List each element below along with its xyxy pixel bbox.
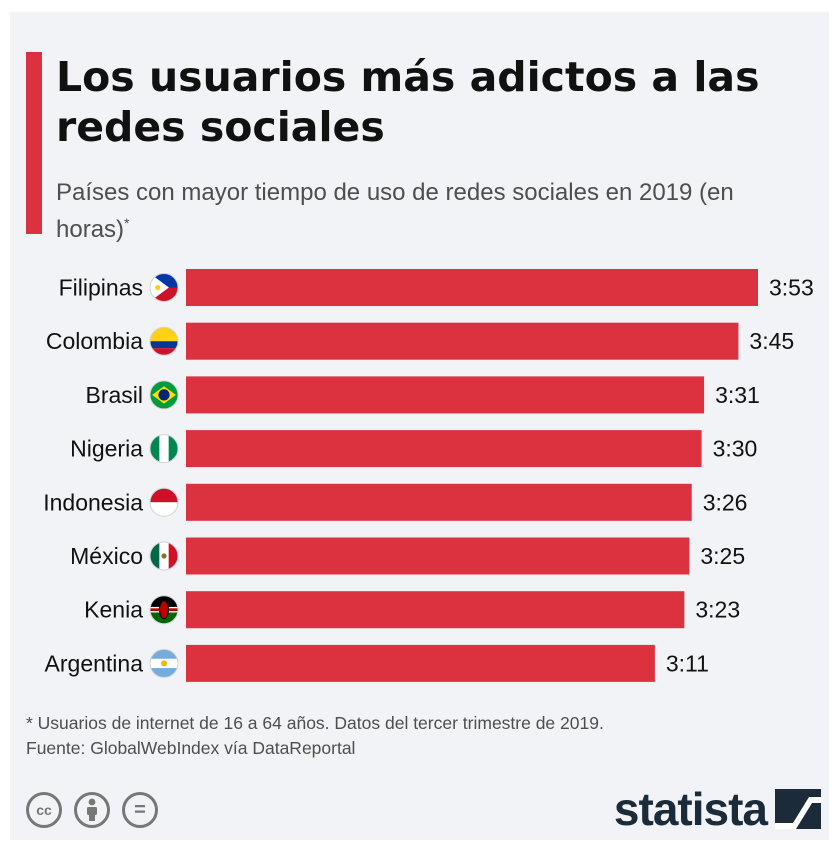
chart-subtitle: Países con mayor tiempo de uso de redes … xyxy=(56,177,756,245)
bar-chart: Filipinas 3:53 Colombia 3:45 Brasil 3:31 Niger… xyxy=(43,269,814,682)
value-label: 3:23 xyxy=(695,597,740,623)
attribution-icon[interactable] xyxy=(74,792,110,828)
category-label: Indonesia xyxy=(43,489,143,515)
person-icon xyxy=(87,798,97,821)
value-label: 3:30 xyxy=(713,436,758,462)
category-label: Argentina xyxy=(45,650,144,676)
mexico-flag-icon xyxy=(149,541,179,571)
chart-title: Los usuarios más adictos a las redes soc… xyxy=(56,53,760,151)
bar xyxy=(186,483,692,521)
cc-icon[interactable]: cc xyxy=(26,792,62,828)
colombia-flag-icon xyxy=(149,326,179,356)
no-derivatives-icon[interactable]: = xyxy=(122,792,158,828)
category-label: Filipinas xyxy=(59,275,143,301)
bar xyxy=(186,376,705,414)
argentina-flag-icon xyxy=(149,648,179,678)
indonesia-flag-icon xyxy=(149,487,179,517)
footnote: * Usuarios de internet de 16 a 64 años. … xyxy=(26,711,604,761)
brazil-flag-icon xyxy=(149,380,179,410)
brand-name: statista xyxy=(613,783,768,835)
philippines-flag-icon xyxy=(149,273,179,302)
category-label: Colombia xyxy=(46,328,143,354)
bar xyxy=(186,322,739,360)
value-label: 3:25 xyxy=(700,543,745,569)
infographic-card xyxy=(10,12,829,840)
accent-bar xyxy=(26,52,42,234)
kenya-flag-icon xyxy=(149,595,179,625)
subtitle-text: Países con mayor tiempo de uso de redes … xyxy=(56,179,734,243)
bar xyxy=(186,591,685,629)
category-label: Brasil xyxy=(85,382,143,408)
nigeria-flag-icon xyxy=(149,434,179,464)
footnote-source: Fuente: GlobalWebIndex vía DataReportal xyxy=(26,738,356,758)
bar xyxy=(186,430,702,468)
footnote-note: * Usuarios de internet de 16 a 64 años. … xyxy=(26,713,604,733)
subtitle-footnote-mark: * xyxy=(124,215,130,231)
bar xyxy=(186,269,758,306)
value-label: 3:31 xyxy=(715,382,760,408)
bar xyxy=(186,537,690,575)
statista-logo-icon xyxy=(775,789,821,829)
value-label: 3:26 xyxy=(703,489,748,515)
value-label: 3:45 xyxy=(749,328,794,354)
license-icons: cc = xyxy=(26,792,158,828)
category-label: Nigeria xyxy=(70,436,143,462)
brand[interactable]: statista xyxy=(614,784,821,834)
bar xyxy=(186,644,655,682)
value-label: 3:11 xyxy=(666,650,709,676)
value-label: 3:53 xyxy=(769,275,814,301)
category-label: Kenia xyxy=(84,597,143,623)
category-label: México xyxy=(70,543,143,569)
